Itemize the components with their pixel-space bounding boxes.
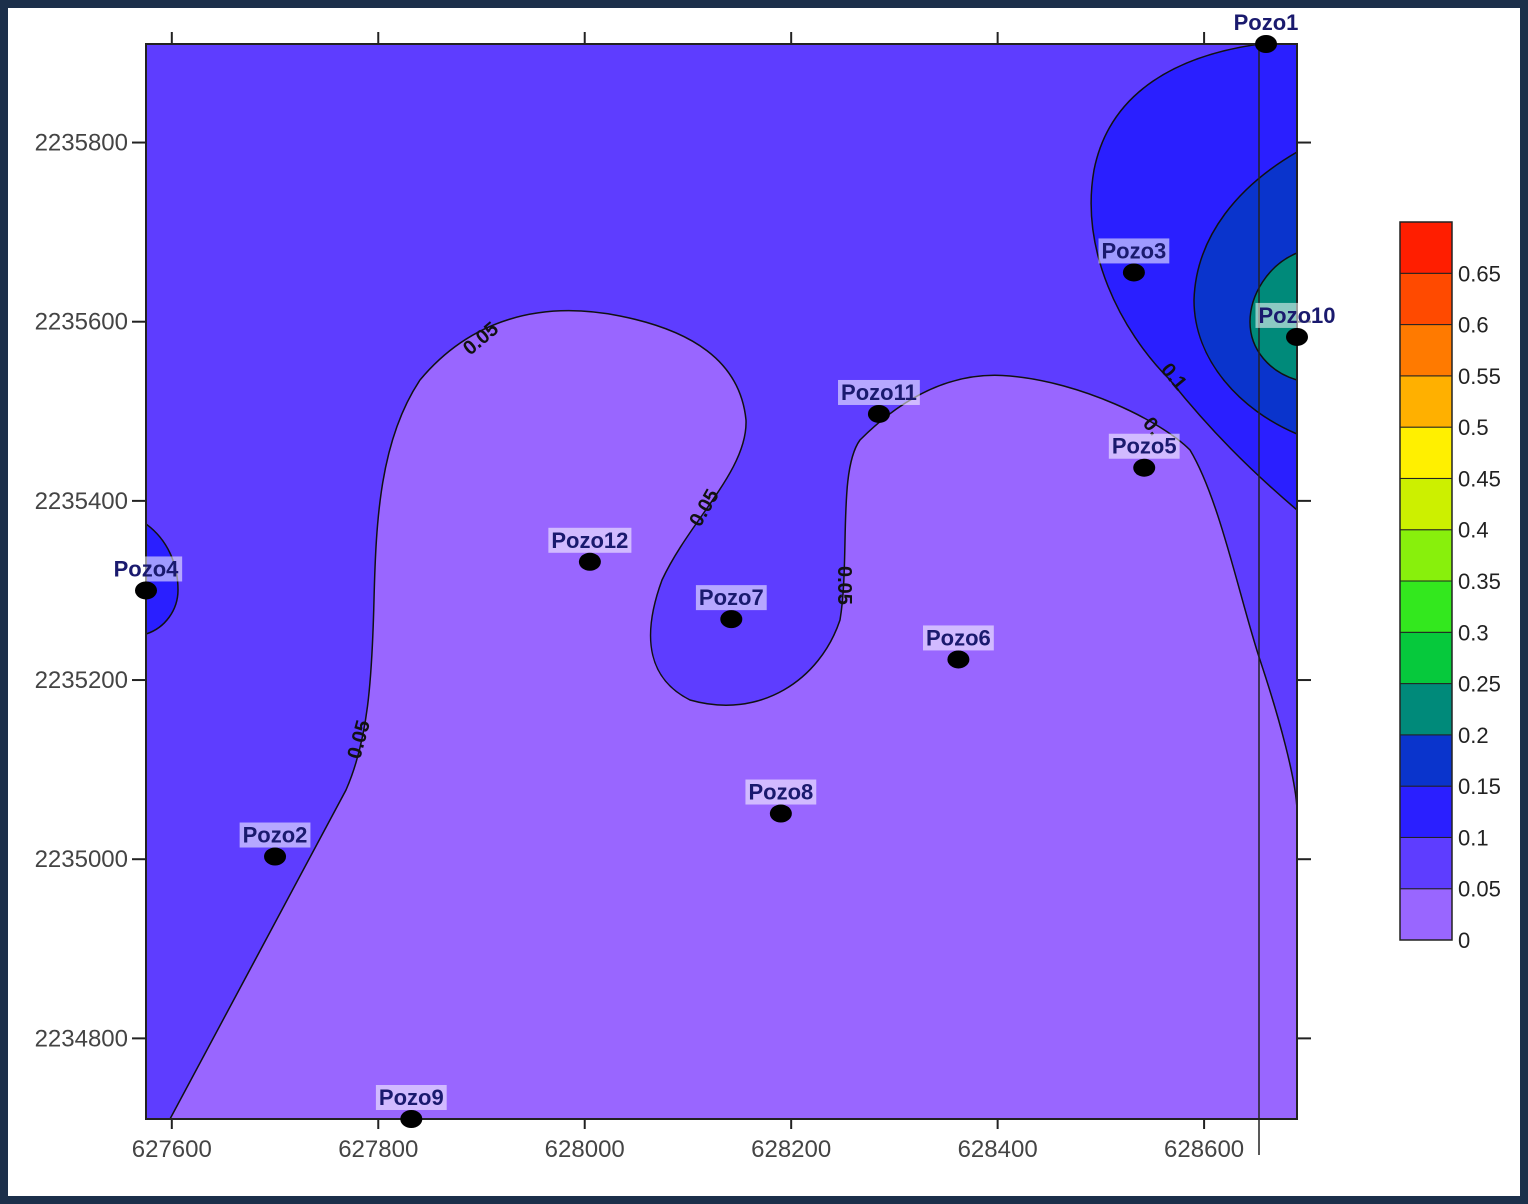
well-marker: [1122, 263, 1145, 282]
well-pozo9: Pozo9: [375, 1085, 447, 1128]
band-0-0.05: [169, 310, 1297, 1119]
colorbar-label: 0.45: [1458, 466, 1501, 491]
well-label-bg: [239, 822, 311, 848]
colorbar-swatch: [1399, 324, 1453, 377]
well-label-bg: [1108, 433, 1180, 459]
well-label: Pozo5: [1112, 434, 1177, 459]
well-marker: [1286, 327, 1308, 346]
colorbar-label: 0.5: [1458, 415, 1489, 440]
well-marker: [400, 1110, 423, 1128]
y-tick-label: 2235800: [35, 130, 128, 157]
axes: 627600 627800 628000 628200 628400 628600 2234…: [35, 32, 1311, 1163]
x-tick-label: 627800: [338, 1136, 418, 1163]
well-label: Pozo6: [926, 625, 991, 650]
well-pozo3: Pozo3: [1098, 238, 1170, 282]
well-pozo6: Pozo6: [923, 625, 994, 669]
well-pozo1: Pozo1: [1230, 10, 1302, 53]
well-label: Pozo3: [1102, 238, 1167, 263]
well-label-bg: [110, 556, 183, 582]
colorbar-label: 0.65: [1458, 261, 1501, 286]
colorbar-label: 0.3: [1458, 620, 1489, 645]
well-label: Pozo2: [243, 823, 308, 848]
colorbar-swatch: [1399, 221, 1453, 274]
well-marker: [769, 804, 792, 823]
colorbar-label: 0: [1458, 928, 1470, 953]
y-tick-label: 2235000: [35, 846, 128, 873]
colorbar-swatch: [1399, 631, 1453, 685]
well-label: Pozo7: [699, 585, 764, 610]
colorbar-label: 0.55: [1458, 364, 1501, 389]
well-label: Pozo12: [551, 528, 628, 553]
well-pozo4: Pozo4: [110, 556, 183, 600]
colorbar-label: 0.15: [1458, 774, 1501, 799]
well-pozo8: Pozo8: [745, 779, 817, 823]
colorbar-label: 0.2: [1458, 723, 1489, 748]
well-pozo7: Pozo7: [695, 585, 767, 629]
well-pozo2: Pozo2: [239, 822, 311, 866]
colorbar-swatch: [1399, 272, 1453, 326]
well-pozo11: Pozo11: [838, 379, 920, 423]
colorbar-label: 0.35: [1458, 569, 1501, 594]
x-tick-label: 628600: [1164, 1136, 1244, 1163]
colorbar-swatch: [1399, 785, 1453, 838]
colorbar-label: 0.25: [1458, 672, 1501, 697]
well-label-bg: [375, 1085, 447, 1110]
x-tick-label: 628000: [545, 1136, 625, 1163]
colorbar-swatch: [1399, 426, 1453, 479]
y-tick-label: 2235600: [35, 309, 128, 336]
x-tick-label: 628400: [958, 1136, 1038, 1163]
well-marker: [1255, 35, 1278, 53]
well-label-bg: [1255, 302, 1339, 328]
well-marker: [264, 847, 287, 866]
y-tick-label: 2235200: [35, 667, 128, 694]
colorbar-swatch: [1399, 375, 1453, 428]
well-label-bg: [695, 585, 767, 611]
well-marker: [867, 404, 890, 423]
well-pozo12: Pozo12: [548, 527, 632, 571]
well-label-bg: [1098, 238, 1170, 264]
colorbar-swatch: [1399, 580, 1453, 633]
well-marker: [947, 650, 970, 669]
well-label: Pozo9: [379, 1085, 444, 1110]
contour-label: 0.05: [833, 566, 855, 605]
colorbar-border: [1399, 221, 1453, 941]
wells: Pozo1 Pozo2 Pozo3 Pozo4 Pozo5 Pozo6 Pozo7 Pozo8…: [110, 10, 1339, 1128]
colorbar: 0.65 0.6 0.55 0.5 0.45 0.4 0.35 0.3 0.25 0.2 0.15 0…: [1399, 221, 1501, 953]
colorbar-swatch: [1399, 477, 1453, 531]
colorbar-swatch: [1399, 888, 1453, 941]
colorbar-swatch: [1399, 734, 1453, 787]
colorbar-label: 0.6: [1458, 313, 1489, 338]
colorbar-swatch: [1399, 529, 1453, 582]
plot-area: [146, 44, 1297, 1119]
well-label-bg: [838, 379, 920, 405]
well-pozo10: Pozo10: [1255, 302, 1339, 346]
well-label-bg: [1230, 10, 1302, 35]
y-tick-label: 2234800: [35, 1025, 128, 1052]
well-pozo5: Pozo5: [1108, 433, 1180, 477]
well-marker: [578, 552, 601, 571]
well-label: Pozo8: [748, 780, 813, 805]
well-label: Pozo10: [1258, 303, 1335, 328]
colorbar-swatch: [1399, 683, 1453, 736]
well-marker: [135, 581, 157, 600]
well-label: Pozo4: [114, 556, 180, 581]
well-label-bg: [745, 779, 817, 805]
well-marker: [1133, 458, 1156, 477]
well-marker: [720, 610, 743, 629]
well-label: Pozo11: [841, 380, 917, 405]
well-label-bg: [923, 625, 994, 651]
well-label-bg: [548, 527, 632, 553]
x-tick-label: 628200: [751, 1136, 831, 1163]
colorbar-label: 0.05: [1458, 877, 1501, 902]
colorbar-label: 0.4: [1458, 518, 1489, 543]
well-label: Pozo1: [1234, 10, 1299, 35]
x-tick-label: 627600: [132, 1136, 212, 1163]
colorbar-label: 0.1: [1458, 825, 1489, 850]
y-tick-label: 2235400: [35, 488, 128, 515]
colorbar-swatch: [1399, 836, 1453, 890]
